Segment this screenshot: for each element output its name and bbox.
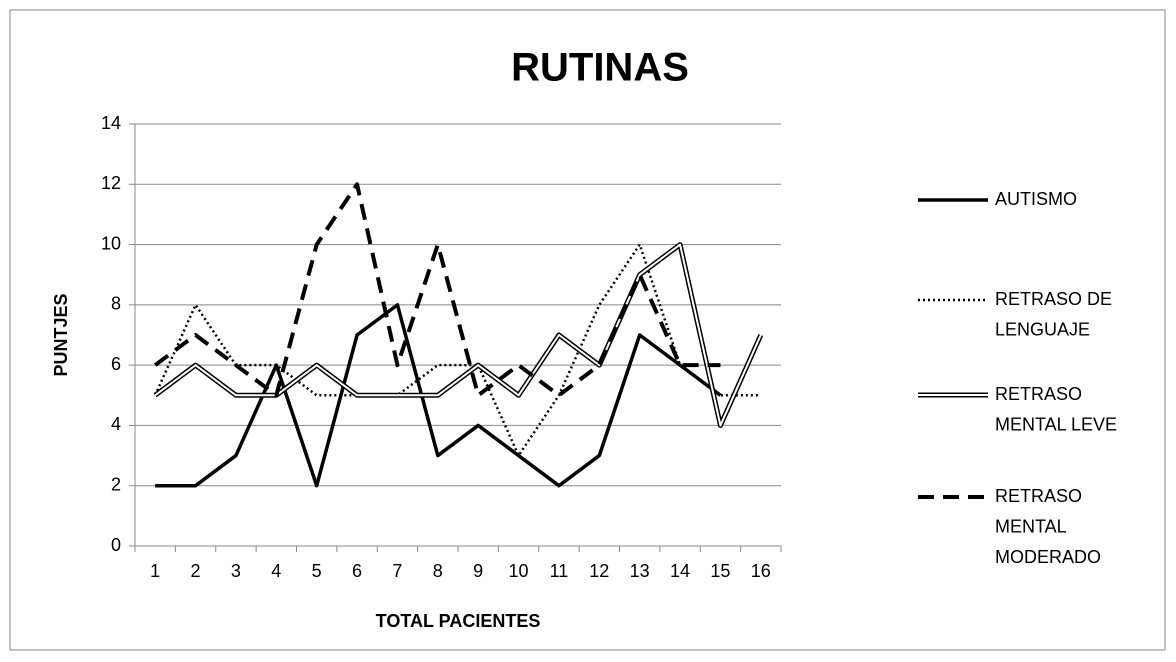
- x-tick-label: 13: [630, 561, 650, 581]
- series-line: [154, 243, 762, 427]
- y-tick-label: 4: [111, 414, 121, 434]
- x-tick-label: 2: [191, 561, 201, 581]
- x-tick-label: 9: [473, 561, 483, 581]
- y-tick-label: 2: [111, 474, 121, 494]
- x-tick-label: 15: [710, 561, 730, 581]
- x-tick-label: 6: [352, 561, 362, 581]
- legend-label: AUTISMO: [995, 189, 1077, 209]
- x-tick-label: 14: [670, 561, 690, 581]
- series-line: [154, 243, 761, 457]
- x-tick-label: 4: [271, 561, 281, 581]
- y-tick-label: 0: [111, 535, 121, 555]
- x-tick-label: 1: [150, 561, 160, 581]
- x-tick-label: 12: [589, 561, 609, 581]
- x-tick-label: 5: [312, 561, 322, 581]
- series-line: [155, 303, 722, 488]
- legend-label: RETRASO MENTAL LEVE: [995, 384, 1117, 435]
- x-axis-label: TOTAL PACIENTES: [376, 611, 541, 631]
- x-tick-label: 11: [550, 561, 569, 581]
- x-tick-label: 7: [392, 561, 402, 581]
- y-tick-label: 10: [101, 233, 121, 253]
- x-tick-label: 16: [751, 561, 771, 581]
- legend-label: RETRASO DE LENGUAJE: [995, 289, 1112, 340]
- y-tick-label: 6: [111, 354, 121, 374]
- chart-title: RUTINAS: [511, 46, 689, 90]
- x-tick-label: 8: [433, 561, 443, 581]
- x-tick-label: 10: [509, 561, 529, 581]
- y-tick-label: 8: [111, 294, 121, 314]
- legend-label: RETRASO MENTAL MODERADO: [995, 486, 1101, 567]
- y-axis-label: PUNTJES: [51, 293, 71, 376]
- y-tick-label: 12: [101, 173, 121, 193]
- y-tick-label: 14: [101, 113, 121, 133]
- series-line: [153, 182, 721, 398]
- x-tick-label: 3: [231, 561, 241, 581]
